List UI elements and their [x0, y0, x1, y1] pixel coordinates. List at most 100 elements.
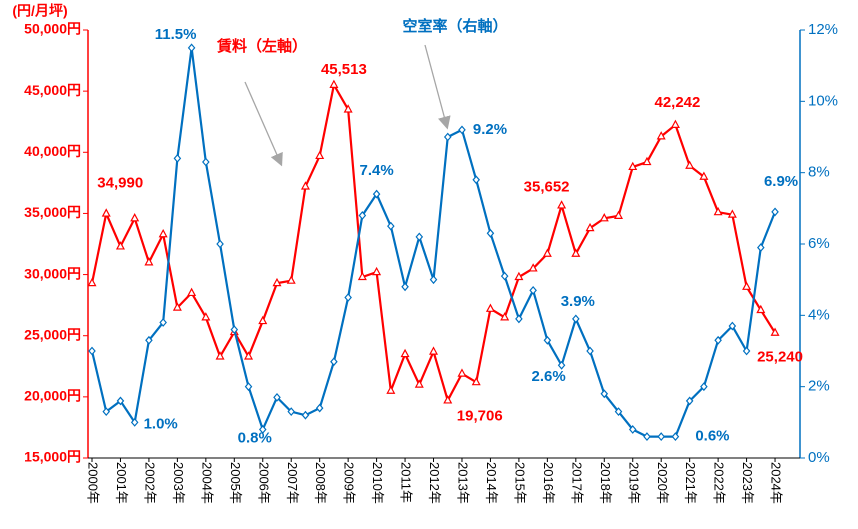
data-point [571, 248, 581, 257]
data-point [429, 275, 438, 285]
data-point [415, 232, 424, 242]
data-point [315, 403, 324, 413]
data-label: 0.8% [238, 429, 272, 446]
data-point [300, 181, 310, 190]
data-point [187, 287, 197, 297]
data-point [130, 213, 140, 222]
data-point [599, 213, 609, 222]
data-point [485, 303, 495, 312]
data-point [557, 200, 567, 209]
x-tick-label: 2019年 [626, 462, 641, 504]
data-point [771, 207, 779, 217]
y-tick-label: 15,000円 [24, 449, 81, 465]
data-point [529, 285, 537, 295]
data-point [657, 432, 665, 442]
data-point [158, 228, 168, 238]
data-label: 0.6% [695, 428, 729, 445]
data-point [329, 79, 339, 88]
data-point [343, 104, 353, 113]
data-point [358, 211, 367, 220]
data-point [202, 157, 210, 167]
data-point [757, 243, 765, 252]
x-tick-label: 2014年 [484, 462, 499, 504]
data-point [628, 425, 637, 434]
data-point [87, 277, 97, 287]
data-point [400, 348, 410, 358]
data-point [201, 312, 211, 321]
data-point [515, 314, 523, 324]
data-point [315, 150, 325, 160]
data-label: 19,706 [457, 407, 503, 424]
y2-tick-label: 2% [808, 378, 830, 395]
data-point [301, 410, 310, 420]
data-point [656, 131, 666, 140]
data-point [443, 395, 453, 404]
y-tick-label: 20,000円 [24, 388, 81, 404]
data-point [102, 407, 111, 417]
data-point [557, 360, 566, 370]
data-point [727, 209, 737, 218]
data-point [387, 221, 395, 231]
data-point [443, 132, 452, 142]
data-point [770, 327, 780, 336]
x-tick-label: 2016年 [541, 462, 556, 504]
x-tick-label: 2013年 [456, 462, 471, 504]
data-label: 9.2% [473, 121, 507, 138]
x-tick-label: 2021年 [683, 462, 698, 504]
x-tick-label: 2015年 [512, 462, 527, 504]
x-tick-label: 2023年 [740, 462, 755, 504]
data-label: 35,652 [524, 178, 570, 195]
data-point [216, 239, 224, 249]
data-point [429, 346, 439, 355]
data-label: 42,242 [654, 94, 700, 111]
x-tick-label: 2020年 [655, 462, 670, 504]
data-point [500, 271, 509, 281]
data-point [173, 153, 182, 163]
annotation-arrow [244, 81, 283, 167]
series-label: 空室率（右軸） [402, 17, 507, 35]
data-point [244, 382, 253, 392]
data-point [685, 396, 694, 406]
x-tick-label: 2018年 [598, 462, 613, 504]
data-label: 25,240 [757, 349, 803, 366]
data-point [115, 241, 125, 250]
data-point [244, 351, 254, 360]
data-point [713, 206, 723, 216]
y-tick-label: 50,000円 [24, 21, 81, 37]
data-label: 2.6% [531, 368, 565, 385]
x-tick-label: 2006年 [256, 462, 271, 504]
data-point [486, 228, 495, 238]
data-point [457, 368, 467, 377]
annotation-arrow [424, 44, 451, 130]
y-tick-label: 40,000円 [24, 143, 81, 159]
data-point [414, 379, 424, 388]
data-point [101, 208, 111, 217]
y2-tick-label: 4% [808, 306, 830, 323]
x-tick-label: 2008年 [313, 462, 328, 504]
data-point [600, 389, 609, 399]
data-point [471, 376, 481, 386]
x-tick-label: 2007年 [285, 462, 300, 504]
data-point [386, 385, 396, 394]
x-tick-label: 2012年 [427, 462, 442, 504]
y2-tick-label: 8% [808, 164, 830, 181]
data-point [372, 189, 381, 199]
data-point [187, 43, 196, 53]
data-label: 3.9% [561, 293, 595, 310]
data-point [330, 357, 338, 367]
data-point [472, 175, 481, 185]
x-tick-label: 2005年 [228, 462, 243, 504]
data-point [643, 432, 651, 442]
y-tick-label: 45,000円 [24, 82, 81, 98]
data-point [372, 266, 382, 276]
data-point [528, 263, 538, 272]
data-label: 45,513 [321, 61, 367, 78]
data-point [159, 318, 167, 327]
data-point [671, 432, 680, 442]
data-point [215, 351, 225, 360]
data-point [172, 302, 182, 311]
x-tick-label: 2017年 [569, 462, 584, 504]
data-point [272, 277, 282, 287]
data-point [728, 321, 737, 331]
data-point [543, 335, 552, 345]
